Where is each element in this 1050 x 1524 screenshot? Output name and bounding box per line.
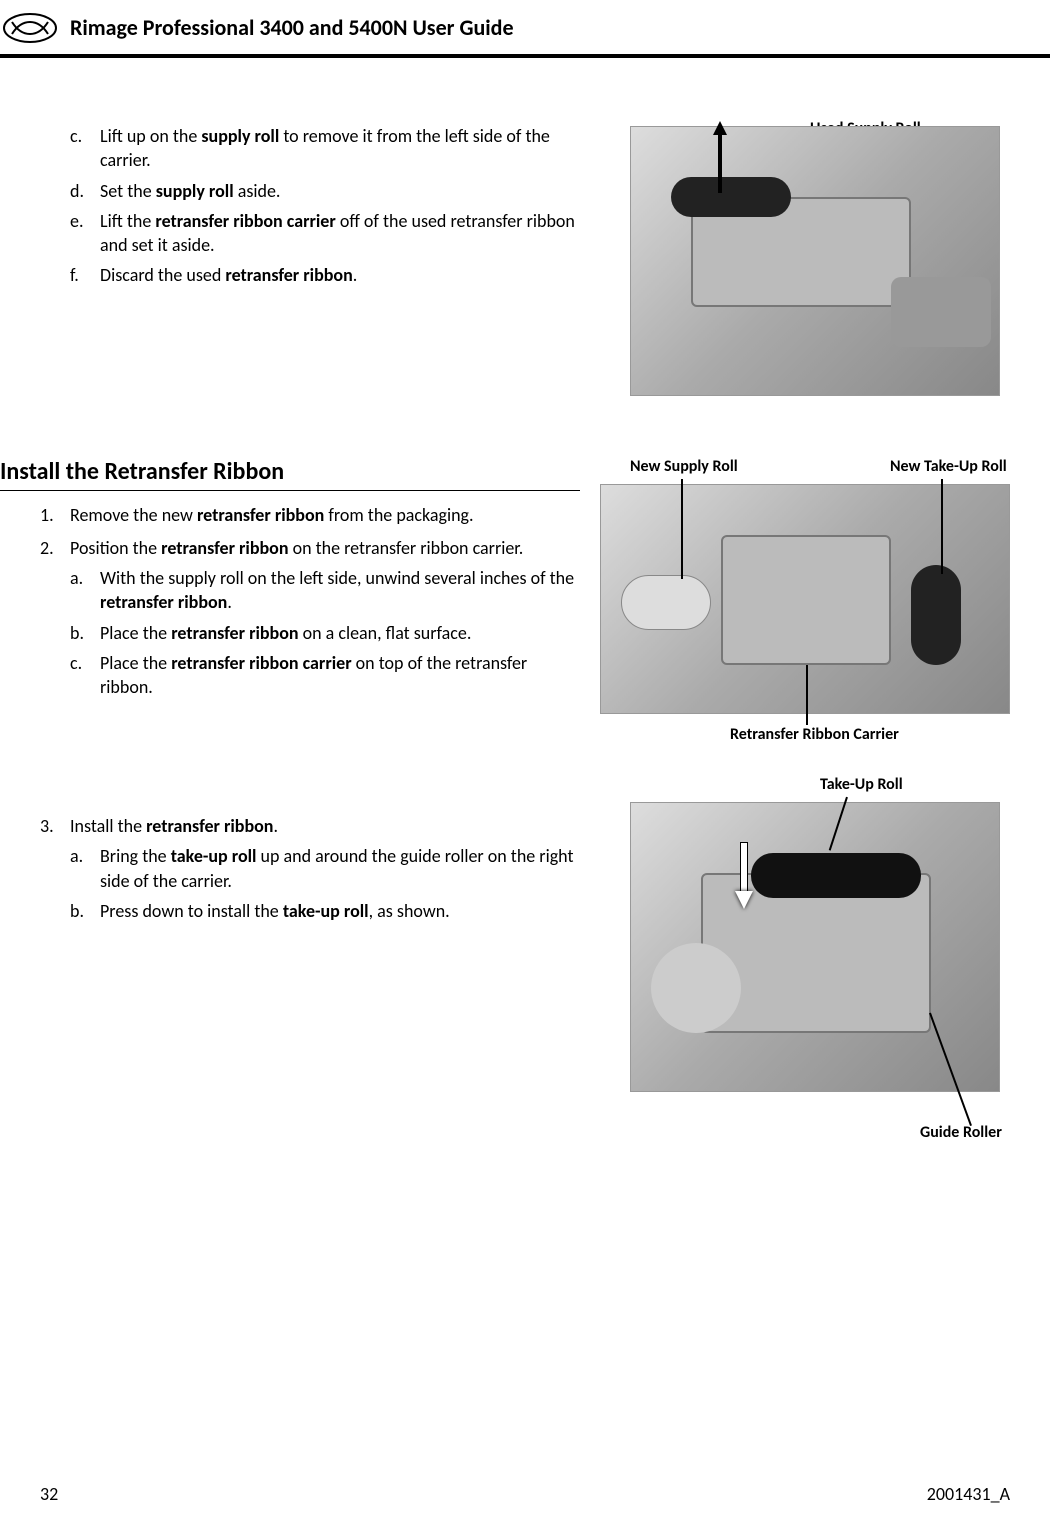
bold: take-up roll	[283, 900, 369, 922]
page-footer: 32 2001431_A	[0, 1482, 1050, 1506]
step-3: 3. Install the retransfer ribbon. a. Bri…	[40, 814, 580, 929]
text: , as shown.	[369, 900, 450, 922]
step-2: 2. Position the retransfer ribbon on the…	[40, 536, 580, 706]
bold: retransfer ribbon	[161, 537, 288, 559]
text: Lift the	[100, 210, 155, 232]
step-2b: b. Place the retransfer ribbon on a clea…	[70, 621, 580, 645]
step-3b: b. Press down to install the take-up rol…	[70, 899, 580, 923]
step-2c: c. Place the retransfer ribbon carrier o…	[70, 651, 580, 700]
text: Place the	[100, 622, 171, 644]
text: Place the	[100, 652, 171, 674]
text: Remove the new	[70, 504, 197, 526]
bold: retransfer ribbon	[197, 504, 324, 526]
text: .	[227, 591, 232, 613]
text: from the packaging.	[324, 504, 473, 526]
callout-guide-roller: Guide Roller	[920, 1122, 1002, 1144]
text: Install the	[70, 815, 146, 837]
step-c: c. Lift up on the supply roll to remove …	[70, 124, 580, 173]
text: Press down to install the	[100, 900, 283, 922]
bold: retransfer ribbon carrier	[171, 652, 351, 674]
text: .	[273, 815, 278, 837]
text: on a clean, flat surface.	[299, 622, 472, 644]
block-install-step3: 3. Install the retransfer ribbon. a. Bri…	[40, 774, 1010, 1092]
bold: retransfer ribbon	[146, 815, 273, 837]
page-header: Rimage Professional 3400 and 5400N User …	[0, 0, 1050, 54]
bold: retransfer ribbon	[100, 591, 227, 613]
text: Discard the used	[100, 264, 225, 286]
figure-position-ribbon	[600, 484, 1010, 714]
text: Lift up on the	[100, 125, 201, 147]
header-title: Rimage Professional 3400 and 5400N User …	[70, 13, 514, 43]
callout-retransfer-carrier: Retransfer Ribbon Carrier	[730, 724, 899, 746]
logo-icon	[0, 10, 60, 46]
step-f: f. Discard the used retransfer ribbon.	[70, 263, 580, 287]
step-d: d. Set the supply roll aside.	[70, 179, 580, 203]
callout-new-takeup-roll: New Take-Up Roll	[890, 456, 1007, 478]
step-1: 1. Remove the new retransfer ribbon from…	[40, 503, 580, 527]
block-install-ribbon: Install the Retransfer Ribbon 1. Remove …	[40, 456, 1010, 714]
step-3a: a. Bring the take-up roll up and around …	[70, 844, 580, 893]
bold: take-up roll	[171, 845, 257, 867]
text: .	[353, 264, 358, 286]
figure-install-takeup	[630, 802, 1000, 1092]
header-rule	[0, 54, 1050, 58]
callout-new-supply-roll: New Supply Roll	[630, 456, 738, 478]
step-2a: a. With the supply roll on the left side…	[70, 566, 580, 615]
text: on the retransfer ribbon carrier.	[289, 537, 524, 559]
bold: retransfer ribbon carrier	[155, 210, 335, 232]
text: Bring the	[100, 845, 171, 867]
text: aside.	[234, 180, 281, 202]
bold: supply roll	[201, 125, 279, 147]
step-e: e. Lift the retransfer ribbon carrier of…	[70, 209, 580, 258]
bold: retransfer ribbon	[225, 264, 352, 286]
bold: supply roll	[156, 180, 234, 202]
section-heading: Install the Retransfer Ribbon	[0, 456, 580, 491]
text: With the supply roll on the left side, u…	[100, 567, 574, 589]
bold: retransfer ribbon	[171, 622, 298, 644]
doc-number: 2001431_A	[927, 1482, 1010, 1506]
page-number: 32	[40, 1482, 58, 1506]
block-remove-ribbon: c. Lift up on the supply roll to remove …	[40, 118, 1010, 396]
text: Position the	[70, 537, 161, 559]
text: Set the	[100, 180, 156, 202]
callout-takeup-roll: Take-Up Roll	[820, 774, 903, 796]
figure-remove-supply-roll	[630, 126, 1000, 396]
